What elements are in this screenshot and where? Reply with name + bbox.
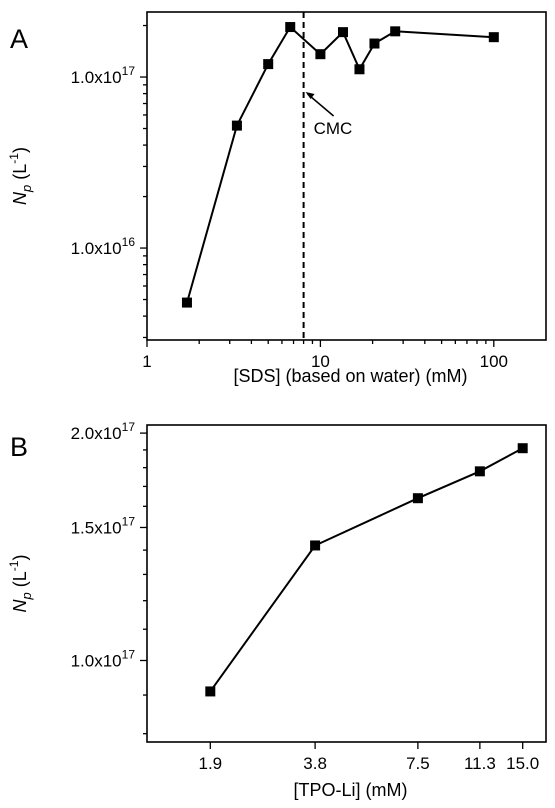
cmc-arrow-head <box>305 92 315 99</box>
x-axis-title: [SDS] (based on water) (mM) <box>233 366 467 386</box>
x-tick-label: 15.0 <box>506 754 539 773</box>
data-point <box>412 493 423 504</box>
y-axis-title: Np (L-1) <box>7 555 34 613</box>
plot-frame <box>146 11 547 341</box>
y-tick-label: 1.0x1016 <box>71 235 136 258</box>
x-axis-title: [TPO-Li] (mM) <box>294 780 408 800</box>
plot-frame <box>146 424 547 743</box>
x-tick-label: 1.9 <box>198 754 222 773</box>
x-tick-label: 1 <box>142 352 151 371</box>
y-tick-label: 1.0x1017 <box>71 647 136 670</box>
data-point <box>285 22 296 33</box>
data-point <box>315 49 326 60</box>
panel-a: A 1 10 100 1.0x1016 1.0x1017 [SDS] (based on w… <box>7 11 547 386</box>
x-axis: 1.9 3.8 7.5 11.3 15.0 <box>198 742 539 773</box>
data-point <box>517 443 528 454</box>
y-tick-label: 1.0x1017 <box>71 64 136 87</box>
x-tick-label: 11.3 <box>464 754 496 773</box>
data-point <box>488 32 499 43</box>
data-point <box>231 120 242 131</box>
y-axis: 1.0x1016 1.0x1017 <box>71 24 147 339</box>
data-point <box>310 540 321 551</box>
panel-b: B 1.9 3.8 7.5 11.3 15.0 1.0x1017 1.5x1017 2.0x10… <box>7 420 547 800</box>
series-line <box>209 447 524 692</box>
x-tick-label: 100 <box>480 352 508 371</box>
series-line <box>186 25 494 303</box>
cmc-annotation-label: CMC <box>314 119 353 138</box>
y-tick-label: 2.0x1017 <box>71 420 136 443</box>
x-axis: 1 10 100 <box>142 340 508 371</box>
data-point <box>181 297 192 308</box>
y-axis: 1.0x1017 1.5x1017 2.0x1017 <box>71 420 147 735</box>
x-tick-label: 3.8 <box>303 754 327 773</box>
y-axis-title: Np (L-1) <box>7 147 34 205</box>
panel-label: A <box>10 24 28 54</box>
x-tick-label: 7.5 <box>406 754 430 773</box>
data-point <box>369 38 380 49</box>
data-point <box>338 27 349 38</box>
data-point <box>474 466 485 477</box>
data-point <box>205 686 216 697</box>
cmc-arrow <box>307 93 335 117</box>
data-point <box>390 26 401 37</box>
data-point <box>354 64 365 75</box>
x-tick-label: 10 <box>311 352 330 371</box>
y-tick-label: 1.5x1017 <box>71 514 136 537</box>
data-point <box>263 59 274 70</box>
panel-label: B <box>10 432 28 462</box>
